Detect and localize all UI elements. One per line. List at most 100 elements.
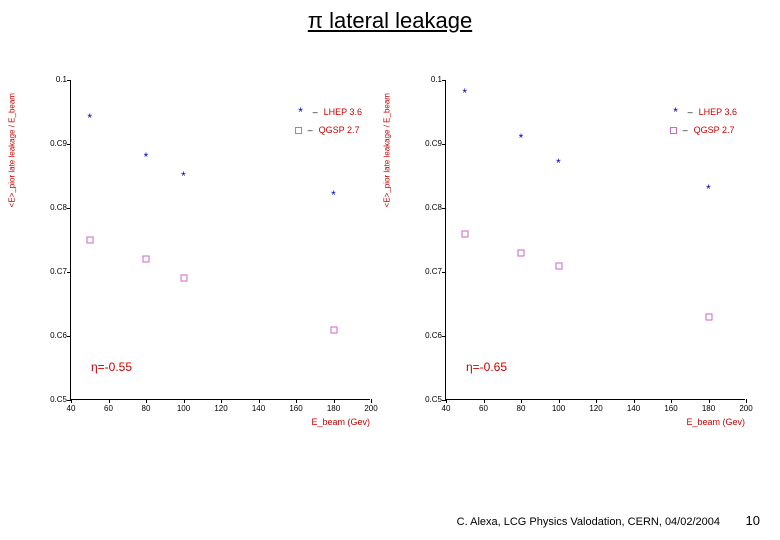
legend: * – LHEP 3.6 – QGSP 2.7 bbox=[295, 105, 362, 141]
legend-dash: – bbox=[308, 125, 313, 135]
x-tick-mark bbox=[221, 399, 222, 403]
eta-label: η=-0.55 bbox=[91, 360, 132, 374]
x-tick-mark bbox=[259, 399, 260, 403]
x-tick-label: 140 bbox=[627, 404, 640, 413]
data-point-square bbox=[461, 230, 468, 237]
y-tick-label: 0.C6 bbox=[414, 331, 442, 340]
data-point-square bbox=[705, 313, 712, 320]
data-point-square bbox=[143, 256, 150, 263]
y-tick-label: 0.C9 bbox=[39, 139, 67, 148]
footer-text: C. Alexa, LCG Physics Valodation, CERN, … bbox=[457, 516, 720, 528]
data-point-star: * bbox=[462, 87, 467, 99]
y-tick-mark bbox=[442, 144, 446, 145]
x-tick-label: 180 bbox=[702, 404, 715, 413]
legend-row: * – LHEP 3.6 bbox=[670, 105, 737, 119]
x-tick-label: 180 bbox=[327, 404, 340, 413]
data-point-star: * bbox=[706, 183, 711, 195]
legend-row: – QGSP 2.7 bbox=[670, 125, 737, 135]
star-icon: * bbox=[670, 105, 682, 119]
data-point-star: * bbox=[556, 157, 561, 169]
y-tick-mark bbox=[442, 80, 446, 81]
x-tick-label: 40 bbox=[67, 404, 76, 413]
y-tick-label: 0.C7 bbox=[39, 267, 67, 276]
y-tick-mark bbox=[67, 144, 71, 145]
x-tick-mark bbox=[109, 399, 110, 403]
data-point-star: * bbox=[144, 151, 149, 163]
data-point-star: * bbox=[519, 132, 524, 144]
x-tick-mark bbox=[296, 399, 297, 403]
data-point-star: * bbox=[181, 170, 186, 182]
y-tick-mark bbox=[442, 336, 446, 337]
legend-label: QGSP 2.7 bbox=[319, 125, 360, 135]
square-icon bbox=[295, 127, 302, 134]
x-tick-label: 60 bbox=[104, 404, 113, 413]
page-number: 10 bbox=[746, 513, 760, 528]
x-tick-mark bbox=[634, 399, 635, 403]
x-tick-mark bbox=[746, 399, 747, 403]
x-tick-label: 100 bbox=[177, 404, 190, 413]
square-icon bbox=[670, 127, 677, 134]
y-tick-label: 0.1 bbox=[414, 75, 442, 84]
x-tick-mark bbox=[596, 399, 597, 403]
chart-right: <E>_pior late leakage / E_beam * – LHEP … bbox=[395, 70, 760, 450]
data-point-square bbox=[518, 249, 525, 256]
y-tick-label: 0.C7 bbox=[414, 267, 442, 276]
y-tick-label: 0.C5 bbox=[414, 395, 442, 404]
x-tick-label: 120 bbox=[214, 404, 227, 413]
x-axis-label: E_beam (Gev) bbox=[686, 417, 745, 427]
x-tick-label: 40 bbox=[442, 404, 451, 413]
y-tick-label: 0.C6 bbox=[39, 331, 67, 340]
x-tick-label: 140 bbox=[252, 404, 265, 413]
x-tick-mark bbox=[671, 399, 672, 403]
x-tick-label: 160 bbox=[664, 404, 677, 413]
y-axis-label: <E>_pior late leakage / E_beam bbox=[383, 93, 392, 207]
data-point-square bbox=[330, 326, 337, 333]
data-point-square bbox=[86, 237, 93, 244]
y-tick-mark bbox=[67, 208, 71, 209]
data-point-square bbox=[555, 262, 562, 269]
plot-area-left: * – LHEP 3.6 – QGSP 2.7 η=-0.55 E_beam (… bbox=[70, 80, 370, 400]
x-tick-mark bbox=[484, 399, 485, 403]
legend-dash: – bbox=[688, 107, 693, 117]
x-axis-label: E_beam (Gev) bbox=[311, 417, 370, 427]
x-tick-label: 60 bbox=[479, 404, 488, 413]
x-tick-mark bbox=[184, 399, 185, 403]
x-tick-label: 80 bbox=[517, 404, 526, 413]
x-tick-label: 120 bbox=[589, 404, 602, 413]
legend-label: LHEP 3.6 bbox=[699, 107, 737, 117]
y-tick-label: 0.1 bbox=[39, 75, 67, 84]
y-tick-label: 0.C8 bbox=[39, 203, 67, 212]
legend-dash: – bbox=[683, 125, 688, 135]
y-tick-mark bbox=[67, 80, 71, 81]
y-tick-mark bbox=[67, 272, 71, 273]
x-tick-mark bbox=[334, 399, 335, 403]
x-tick-label: 100 bbox=[552, 404, 565, 413]
eta-label: η=-0.65 bbox=[466, 360, 507, 374]
y-tick-label: 0.C5 bbox=[39, 395, 67, 404]
y-tick-mark bbox=[67, 336, 71, 337]
y-tick-mark bbox=[442, 272, 446, 273]
legend-label: LHEP 3.6 bbox=[324, 107, 362, 117]
legend-label: QGSP 2.7 bbox=[694, 125, 735, 135]
x-tick-label: 200 bbox=[739, 404, 752, 413]
x-tick-label: 160 bbox=[289, 404, 302, 413]
x-tick-mark bbox=[709, 399, 710, 403]
x-tick-label: 80 bbox=[142, 404, 151, 413]
y-axis-label: <E>_pior late leakage / E_beam bbox=[8, 93, 17, 207]
legend-row: – QGSP 2.7 bbox=[295, 125, 362, 135]
x-tick-label: 200 bbox=[364, 404, 377, 413]
page-title: π lateral leakage bbox=[308, 8, 472, 34]
data-point-star: * bbox=[331, 189, 336, 201]
x-tick-mark bbox=[71, 399, 72, 403]
charts-container: <E>_pior late leakage / E_beam * – LHEP … bbox=[20, 70, 760, 450]
chart-left: <E>_pior late leakage / E_beam * – LHEP … bbox=[20, 70, 385, 450]
x-tick-mark bbox=[521, 399, 522, 403]
data-point-square bbox=[180, 275, 187, 282]
y-tick-label: 0.C8 bbox=[414, 203, 442, 212]
legend-dash: – bbox=[313, 107, 318, 117]
y-tick-label: 0.C9 bbox=[414, 139, 442, 148]
x-tick-mark bbox=[146, 399, 147, 403]
data-point-star: * bbox=[87, 112, 92, 124]
y-tick-mark bbox=[442, 208, 446, 209]
legend: * – LHEP 3.6 – QGSP 2.7 bbox=[670, 105, 737, 141]
